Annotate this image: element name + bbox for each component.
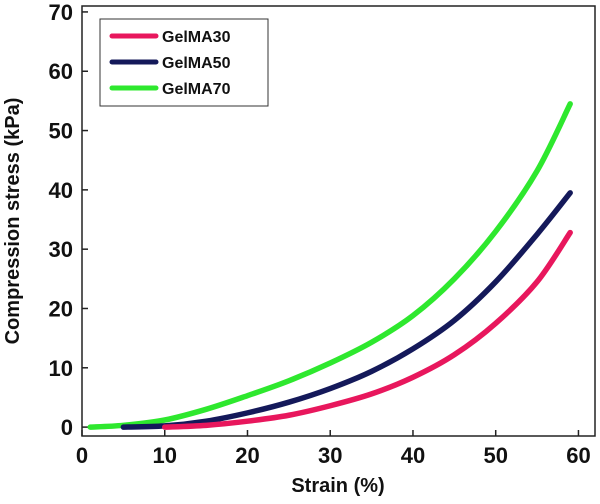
x-tick-label: 40	[401, 443, 425, 468]
x-axis: 0 10 20 30 40 50 60	[76, 430, 591, 468]
series-line-gelma30	[161, 229, 573, 430]
y-tick-label: 50	[49, 119, 73, 144]
x-tick-label: 30	[318, 443, 342, 468]
y-tick-label: 70	[49, 0, 73, 25]
y-tick-label: 10	[49, 356, 73, 381]
plot-frame	[81, 5, 596, 437]
series-layer	[87, 101, 573, 430]
y-tick-label: 0	[61, 415, 73, 440]
y-tick-label: 20	[49, 296, 73, 321]
x-axis-title: Strain (%)	[291, 475, 384, 497]
legend: GelMA30 GelMA50 GelMA70	[99, 18, 269, 107]
x-tick-label: 10	[152, 443, 176, 468]
x-tick-label: 50	[483, 443, 507, 468]
series-line-gelma70	[87, 101, 573, 430]
y-axis-title: Compression stress (kPa)	[2, 98, 24, 345]
legend-label-gelma70: GelMA70	[162, 81, 231, 98]
y-axis: 0 10 20 30 40 50 60 70	[49, 0, 88, 440]
y-tick-label: 40	[49, 178, 73, 203]
legend-label-gelma30: GelMA30	[162, 29, 231, 46]
y-tick-label: 60	[49, 59, 73, 84]
x-tick-label: 60	[566, 443, 590, 468]
x-tick-label: 20	[235, 443, 259, 468]
series-line-gelma50	[120, 190, 573, 430]
legend-label-gelma50: GelMA50	[162, 55, 231, 72]
y-tick-label: 30	[49, 237, 73, 262]
x-tick-label: 0	[76, 443, 88, 468]
